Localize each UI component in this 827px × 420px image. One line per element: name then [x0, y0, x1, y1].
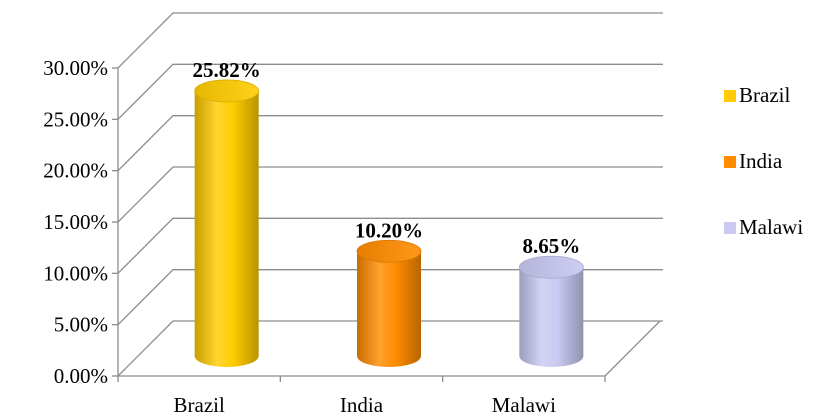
legend-label: Brazil — [739, 83, 790, 107]
gridline — [117, 115, 663, 172]
data-label: 8.65% — [522, 234, 580, 258]
category-labels: Brazil India Malawi — [174, 393, 557, 417]
y-tick-label: 5.00% — [54, 313, 108, 337]
y-tick-label: 20.00% — [43, 159, 108, 183]
bar-brazil — [194, 79, 260, 367]
bars — [194, 79, 584, 367]
y-tick-label: 30.00% — [43, 56, 108, 80]
data-label: 25.82% — [193, 58, 261, 82]
y-tick-label: 0.00% — [54, 364, 108, 388]
gridlines — [117, 12, 663, 377]
gridline — [117, 166, 663, 223]
category-label: Malawi — [492, 393, 556, 417]
y-tick-label: 25.00% — [43, 107, 108, 131]
y-tick-label: 15.00% — [43, 210, 108, 234]
legend-item: Malawi — [724, 215, 803, 239]
gridline — [117, 217, 663, 274]
category-label: Brazil — [174, 393, 225, 417]
legend-label: India — [739, 149, 783, 173]
data-label: 10.20% — [355, 218, 423, 242]
gridline — [117, 269, 663, 326]
gridline — [117, 12, 663, 69]
data-labels: 25.82% 10.20% 8.65% — [193, 58, 581, 258]
legend-swatch — [724, 156, 736, 168]
axes — [112, 67, 661, 382]
legend-swatch — [724, 90, 736, 102]
gridline — [117, 320, 663, 377]
legend-item: Brazil — [724, 83, 790, 107]
floor-edge — [604, 320, 661, 377]
legend-item: India — [724, 149, 783, 173]
y-tick-labels: 0.00% 5.00% 10.00% 15.00% 20.00% 25.00% 30.00% — [43, 56, 108, 388]
y-tick-label: 10.00% — [43, 261, 108, 285]
legend-label: Malawi — [739, 215, 803, 239]
bar-india — [356, 239, 422, 367]
gridline — [117, 63, 663, 120]
legend-swatch — [724, 222, 736, 234]
bar-malawi — [518, 255, 584, 367]
legend: Brazil India Malawi — [724, 83, 803, 239]
category-label: India — [340, 393, 384, 417]
